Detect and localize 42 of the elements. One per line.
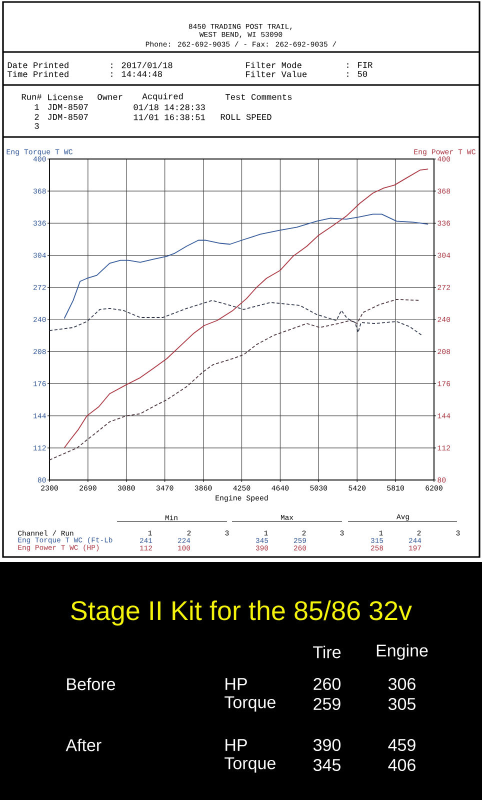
text: 3 [34,123,39,129]
text: 11/01 16:38:51 [134,114,206,120]
text: 2 [34,114,39,120]
text: Torque [224,757,276,773]
text: Torque [224,696,276,712]
text: : FIR [347,62,372,68]
text: Run# [22,94,42,100]
line-series [50,298,421,460]
text: ROLL SPEED [220,114,272,120]
text: 406 [388,758,416,772]
text: Before [67,678,116,690]
text: : 50 [347,71,368,77]
text: : 14:44:48 [111,71,162,77]
text: 459 [388,738,416,752]
text: Engine [376,644,428,660]
text: Acquired [142,92,183,101]
text: Stage II Kit for the 85/86 32v [71,600,412,626]
text: 01/18 14:28:33 [134,104,205,110]
text: Filter Mode [246,62,302,68]
text: License [48,94,83,100]
text: HP [226,739,247,751]
text: 345 [313,758,340,772]
text: Tire [313,646,341,658]
text: 259 [314,698,340,710]
text: After [66,738,102,752]
text: Test Comments [226,94,292,100]
text: 390 [313,738,341,752]
text: JDM-8507 [48,114,88,120]
line-series [50,300,423,336]
text: : 2017/01/18 [111,62,172,68]
text: 260 [314,678,341,690]
text: 305 [388,698,416,710]
text: JDM-8507 [48,104,88,110]
text: Filter Value [246,70,307,78]
line-series [64,214,429,319]
line-series [64,168,429,448]
text: HP [226,678,247,690]
text: Time Printed [8,70,68,78]
text: Owner [98,94,122,100]
text: 306 [388,678,416,690]
text: Date Printed [8,62,68,68]
text: 1 [34,104,39,110]
